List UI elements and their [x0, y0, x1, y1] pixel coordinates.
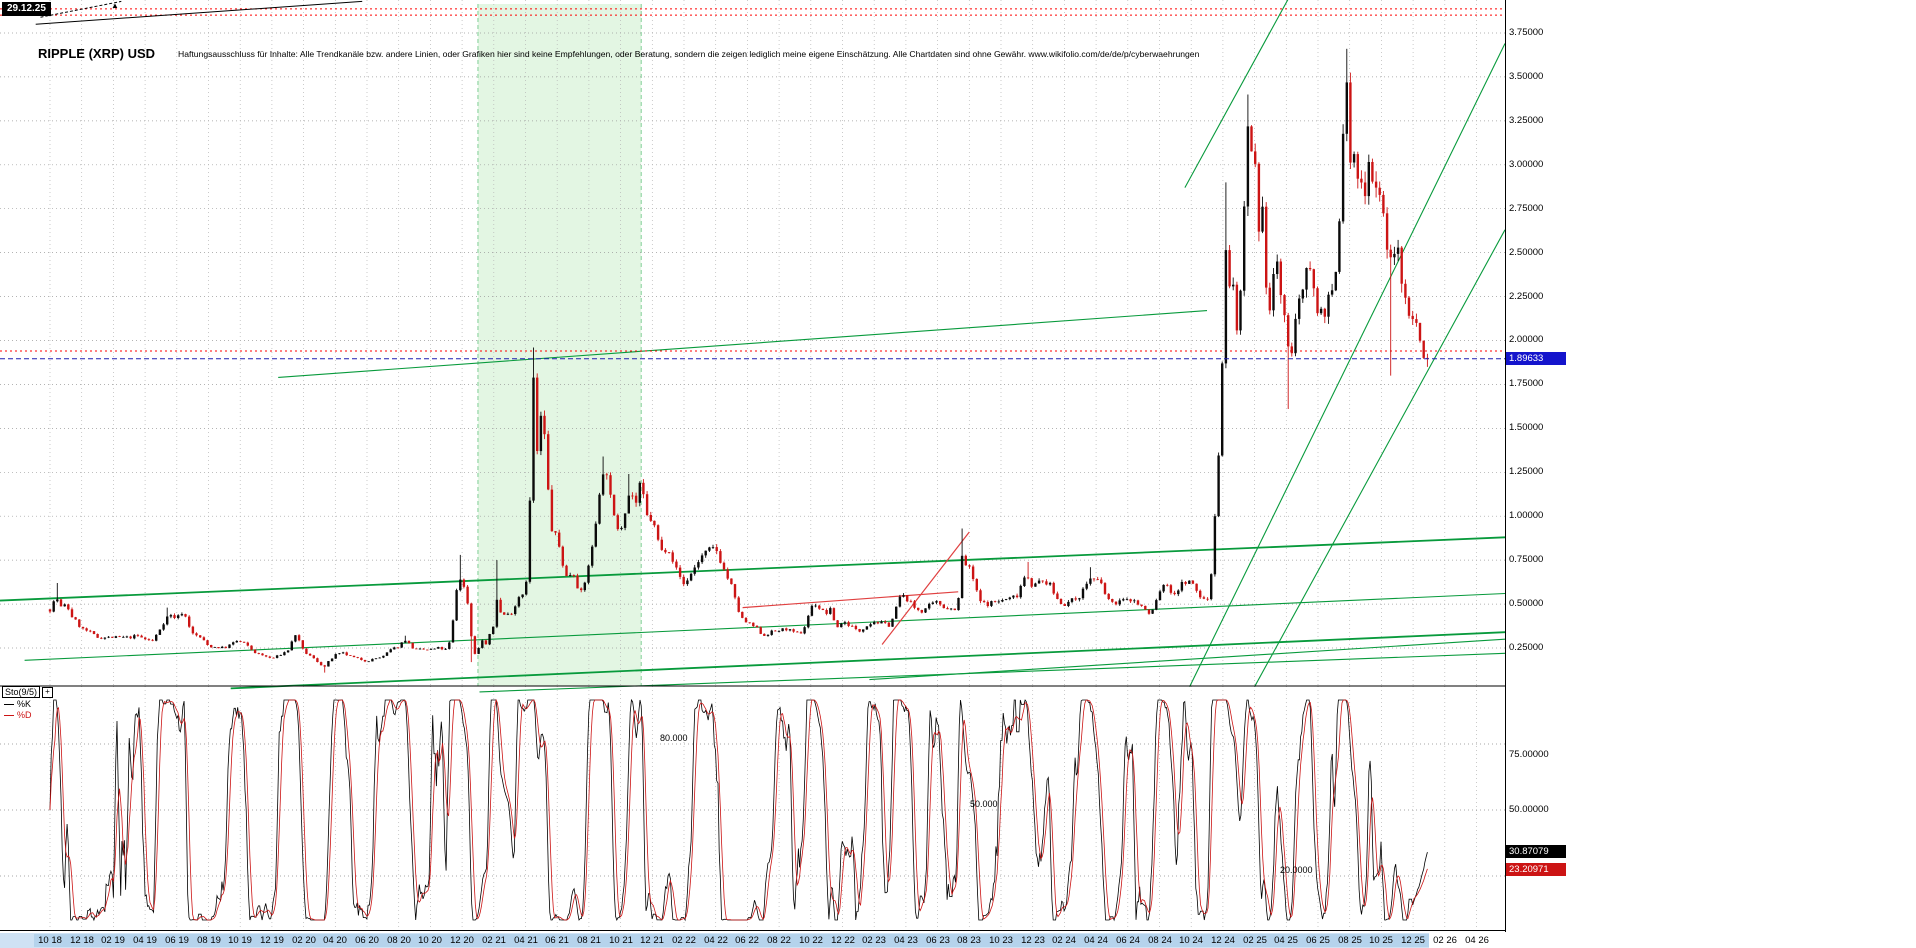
indicator-name-label[interactable]: Sto(9/5) [2, 686, 41, 698]
indicator-chip: Sto(9/5) + [2, 686, 54, 698]
expand-indicator-button[interactable]: + [42, 686, 54, 698]
